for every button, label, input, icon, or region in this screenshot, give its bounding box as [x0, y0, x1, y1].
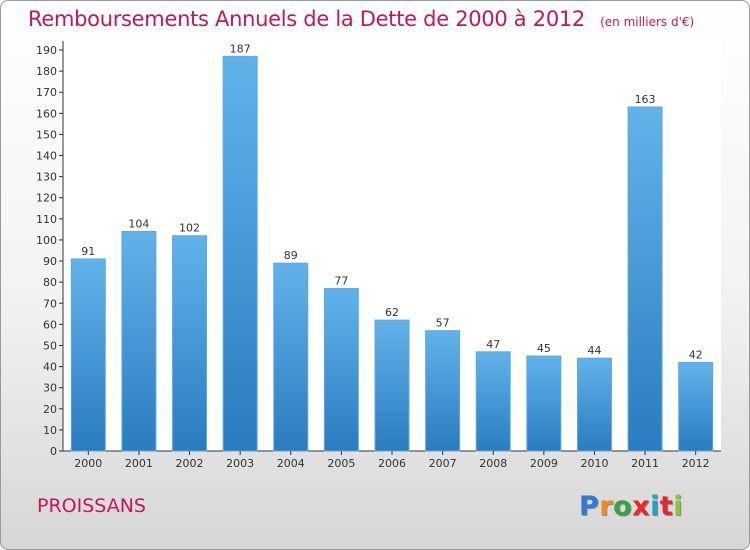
- y-tick-label: 0: [50, 445, 57, 458]
- bar: [475, 351, 511, 452]
- city-name: PROISSANS: [37, 495, 146, 517]
- bar-value-label: 102: [179, 222, 200, 235]
- y-tick-label: 180: [36, 65, 57, 78]
- bar-value-label: 45: [537, 342, 551, 355]
- bar: [273, 262, 309, 452]
- y-tick-label: 160: [36, 107, 57, 120]
- logo-letter: x: [632, 491, 651, 522]
- y-tick-label: 190: [36, 44, 57, 57]
- bar: [678, 361, 714, 452]
- x-tick-label: 2005: [327, 457, 355, 470]
- bar: [323, 287, 359, 452]
- bar-value-label: 62: [385, 306, 399, 319]
- logo-letter: o: [613, 491, 633, 522]
- bar-value-label: 104: [128, 218, 149, 231]
- chart-title: Remboursements Annuels de la Dette de 20…: [28, 7, 694, 31]
- y-tick-label: 40: [43, 361, 57, 374]
- bar: [425, 330, 461, 452]
- bar-value-label: 77: [334, 274, 348, 287]
- bar-value-label: 91: [81, 245, 95, 258]
- logo-letter: i: [673, 491, 684, 522]
- x-tick-label: 2006: [378, 457, 406, 470]
- bar: [576, 357, 612, 452]
- bar-value-label: 42: [689, 348, 703, 361]
- y-tick-label: 70: [43, 297, 57, 310]
- bar-value-label: 89: [284, 249, 298, 262]
- y-tick-label: 50: [43, 339, 57, 352]
- x-tick-label: 2008: [479, 457, 507, 470]
- bar: [526, 355, 562, 452]
- bar: [70, 258, 106, 452]
- x-tick-label: 2003: [226, 457, 254, 470]
- logo-letter: i: [650, 491, 660, 522]
- chart-unit-label: (en milliers d'€): [600, 15, 695, 29]
- y-tick-label: 110: [36, 213, 57, 226]
- y-tick-label: 130: [36, 171, 57, 184]
- logo-letter: r: [599, 491, 614, 522]
- bar-value-label: 44: [587, 344, 601, 357]
- y-tick-label: 140: [36, 150, 57, 163]
- x-tick-label: 2002: [176, 457, 204, 470]
- bar: [222, 55, 258, 452]
- y-tick-label: 60: [43, 318, 57, 331]
- x-tick-label: 2001: [125, 457, 153, 470]
- chart-title-text: Remboursements Annuels de la Dette de 20…: [28, 7, 585, 31]
- y-tick-label: 80: [43, 276, 57, 289]
- x-tick-label: 2011: [631, 457, 659, 470]
- bar: [121, 231, 157, 452]
- logo-letter: P: [579, 491, 600, 522]
- y-tick-label: 170: [36, 86, 57, 99]
- y-tick-label: 100: [36, 234, 57, 247]
- x-tick-label: 2007: [429, 457, 457, 470]
- y-tick-label: 10: [43, 424, 57, 437]
- x-tick-label: 2012: [682, 457, 710, 470]
- y-tick-label: 150: [36, 128, 57, 141]
- bar-value-label: 163: [635, 93, 656, 106]
- bar-value-label: 187: [230, 42, 251, 55]
- bar: [374, 319, 410, 452]
- bar: [627, 106, 663, 452]
- y-tick-label: 90: [43, 255, 57, 268]
- x-tick-label: 2004: [277, 457, 305, 470]
- x-tick-label: 2010: [580, 457, 608, 470]
- y-tick-label: 20: [43, 403, 57, 416]
- bar-value-label: 47: [486, 338, 500, 351]
- x-tick-label: 2009: [530, 457, 558, 470]
- proxiti-logo: Proxiti: [579, 491, 683, 522]
- x-tick-label: 2000: [74, 457, 102, 470]
- logo-letter: t: [659, 491, 674, 522]
- bar: [172, 235, 208, 452]
- bar-value-label: 57: [436, 317, 450, 330]
- y-tick-label: 120: [36, 192, 57, 205]
- y-tick-label: 30: [43, 382, 57, 395]
